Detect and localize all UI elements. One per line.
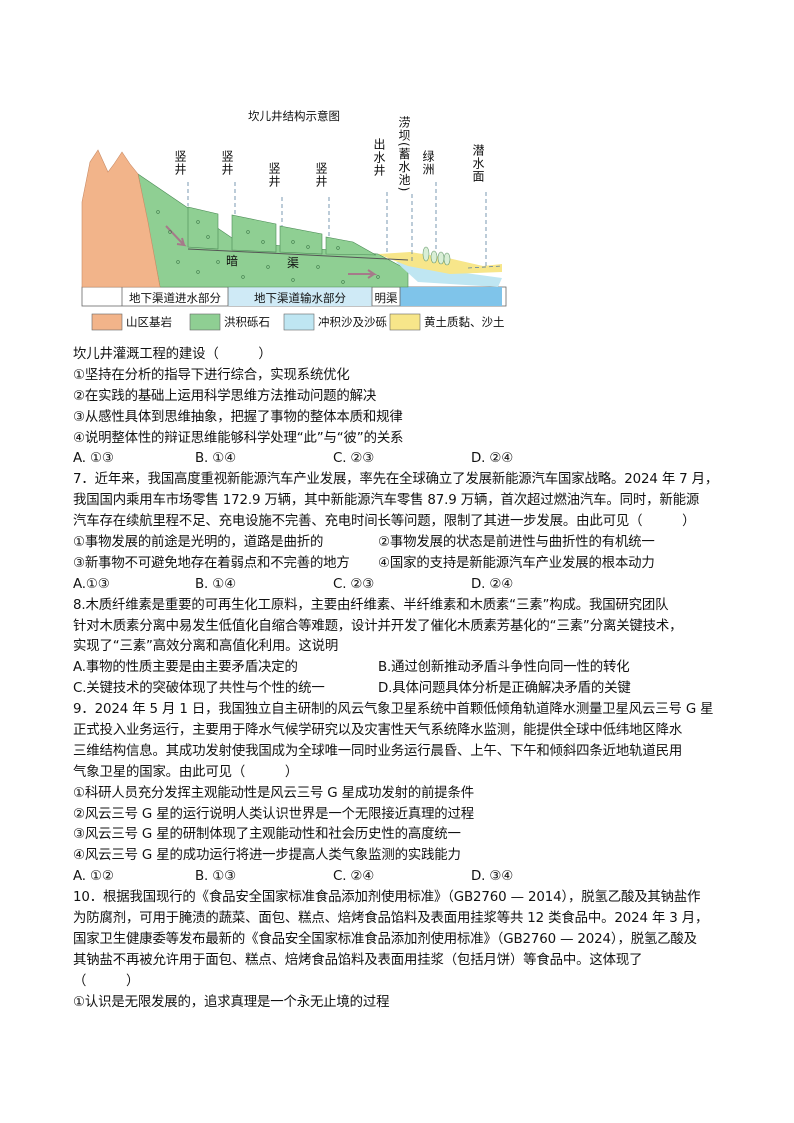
legend-gravel: 洪积砾石	[224, 315, 270, 329]
karez-structure-diagram: 坎儿井结构示意图 竖井 竖井 竖井 竖井 出水井 涝坝(蓄水池) 绿洲 潜水面 …	[78, 102, 508, 338]
answer-options: A. ①③ B. ①④ C. ②③ D. ②④	[73, 449, 733, 470]
option-item: C. ②③	[333, 576, 375, 592]
option-item: B. ①④	[195, 576, 236, 592]
label-vertical-shaft: 竖井	[314, 162, 328, 188]
text-line: 9．2024 年 5 月 1 日，我国独立自主研制的风云气象卫星系统中首颗低倾角…	[73, 702, 714, 718]
option-item: B. ①④	[195, 451, 236, 467]
legend-bedrock: 山区基岩	[126, 315, 172, 329]
label-vertical-shaft: 竖井	[220, 150, 234, 176]
text-line: 三维结构信息。其成功发射使我国成为全球唯一同时业务运行晨昏、上午、下午和倾斜四条…	[73, 743, 683, 759]
text-line: 8.木质纤维素是重要的可再生化工原料，主要由纤维素、半纤维素和木质素“三素”构成…	[73, 597, 669, 613]
text-line: ②风云三号 G 星的运行说明人类认识世界是一个无限接近真理的过程	[73, 806, 475, 822]
section-transport: 地下渠道输水部分	[254, 291, 346, 305]
text-line: 气象卫星的国家。由此可见（ ）	[73, 764, 299, 780]
option-item: ③新事物不可避免地存在着弱点和不完善的地方	[73, 555, 350, 571]
option-item: A.事物的性质主要是由主要矛盾决定的	[73, 660, 298, 676]
label-reservoir: 涝坝(蓄水池)	[397, 116, 411, 193]
label-dark-channel: 渠	[287, 256, 300, 270]
label-vertical-shaft: 竖井	[267, 162, 281, 188]
text-line: ④说明整体性的辩证思维能够科学处理“此”与“彼”的关系	[73, 430, 404, 446]
section-intake: 地下渠道进水部分	[129, 291, 221, 305]
answer-options: A.①③ B. ①④ C. ②③ D. ②④	[73, 575, 733, 596]
option-item: ②事物发展的状态是前进性与曲折性的有机统一	[378, 535, 655, 551]
label-water-table: 潜水面	[471, 144, 485, 183]
option-item: D.具体问题具体分析是正确解决矛盾的关键	[378, 681, 631, 697]
option-item: A.①③	[73, 576, 110, 592]
text-line: 汽车存在续航里程不足、充电设施不完善、充电时间长等问题，限制了其进一步发展。由此…	[73, 514, 696, 530]
label-outlet-well: 出水井	[372, 138, 386, 177]
option-item: C. ②③	[333, 451, 375, 467]
question-text: 坎儿井灌溉工程的建设（ ） ①坚持在分析的指导下进行综合，实现系统优化 ②在实践的基…	[73, 345, 733, 1014]
diagram-title: 坎儿井结构示意图	[248, 109, 340, 123]
option-item: C.关键技术的突破体现了共性与个性的统一	[73, 681, 325, 697]
statement-row: ③新事物不可避免地存在着弱点和不完善的地方 ④国家的支持是新能源汽车产业发展的根本…	[73, 554, 733, 575]
option-item: D. ②④	[471, 576, 514, 592]
text-line: 我国国内乘用车市场零售 172.9 万辆，其中新能源汽车零售 87.9 万辆，首…	[73, 493, 700, 509]
statement-row: ①事物发展的前途是光明的，道路是曲折的 ②事物发展的状态是前进性与曲折性的有机统一	[73, 533, 733, 554]
text-line: 正式投入业务运行，主要用于降水气候学研究以及灾害性天气系统降水监测，能提供全球中…	[73, 723, 683, 739]
option-item: ④国家的支持是新能源汽车产业发展的根本动力	[378, 555, 655, 571]
label-dark-channel: 暗	[226, 254, 239, 268]
text-line: ③风云三号 G 星的研制体现了主观能动性和社会历史性的高度统一	[73, 827, 461, 843]
statement-row: C.关键技术的突破体现了共性与个性的统一 D.具体问题具体分析是正确解决矛盾的关键	[73, 679, 733, 700]
option-item: ①事物发展的前途是光明的，道路是曲折的	[73, 535, 324, 551]
text-line: 国家卫生健康委等发布最新的《食品安全国家标准食品添加剂使用标准》（GB2760 …	[73, 931, 697, 947]
option-item: D. ③④	[471, 869, 514, 885]
label-oasis: 绿洲	[421, 150, 435, 176]
option-item: A. ①②	[73, 869, 114, 885]
text-line: ①认识是无限发展的，追求真理是一个永无止境的过程	[73, 994, 390, 1010]
text-line: 针对木质素分离中易发生低值化自缩合等难题，设计并开发了催化木质素芳基化的“三素”…	[73, 618, 683, 634]
text-line: （ ）	[73, 973, 140, 989]
text-line: ④风云三号 G 星的成功运行将进一步提高人类气象监测的实践能力	[73, 848, 461, 864]
legend-loess: 黄土质黏、沙土	[424, 315, 505, 329]
text-line: ③从感性具体到思维抽象，把握了事物的整体本质和规律	[73, 409, 403, 425]
text-line: 为防腐剂，可用于腌渍的蔬菜、面包、糕点、焙烤食品馅料及表面用挂浆等共 12 类食…	[73, 911, 709, 927]
option-item: C. ②④	[333, 869, 375, 885]
text-line: 10．根据我国现行的《食品安全国家标准食品添加剂使用标准》（GB2760 — 2…	[73, 890, 701, 906]
legend-alluvial-sand: 冲积沙及沙砾	[318, 315, 387, 329]
statement-row: A.事物的性质主要是由主要矛盾决定的 B.通过创新推动矛盾斗争性向同一性的转化	[73, 658, 733, 679]
text-line: 7．近年来，我国高度重视新能源汽车产业发展，率先在全球确立了发展新能源汽车国家战…	[73, 472, 719, 488]
answer-options: A. ①② B. ①③ C. ②④ D. ③④	[73, 867, 733, 888]
label-vertical-shaft: 竖井	[173, 150, 187, 176]
option-item: B.通过创新推动矛盾斗争性向同一性的转化	[378, 660, 630, 676]
text-line: 实现了“三素”高效分离和高值化利用。这说明	[73, 639, 339, 655]
text-line: ①科研人员充分发挥主观能动性是风云三号 G 星成功发射的前提条件	[73, 785, 475, 801]
diagram-drawing	[81, 149, 507, 331]
option-item: B. ①③	[195, 869, 236, 885]
option-item: D. ②④	[471, 451, 514, 467]
section-open-channel: 明渠	[374, 291, 398, 305]
text-line: 其钠盐不再被允许用于面包、糕点、焙烤食品馅料及表面用挂浆（包括月饼）等食品中。这…	[73, 952, 643, 968]
option-item: A. ①③	[73, 451, 114, 467]
text-line: ②在实践的基础上运用科学思维方法推动问题的解决	[73, 388, 377, 404]
text-line: ①坚持在分析的指导下进行综合，实现系统优化	[73, 367, 350, 383]
text-line: 坎儿井灌溉工程的建设（ ）	[73, 347, 272, 362]
